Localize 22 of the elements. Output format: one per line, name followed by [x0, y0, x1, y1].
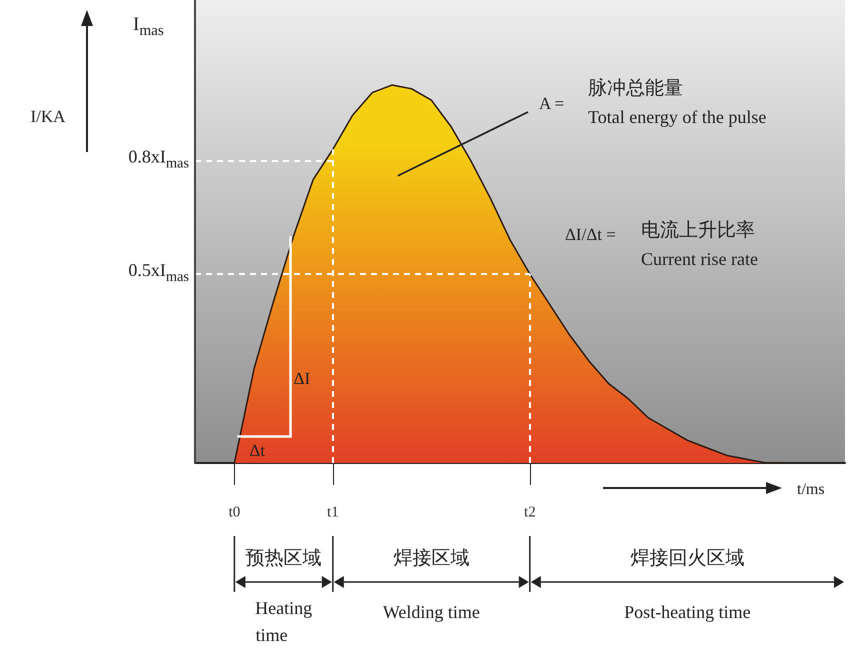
ref-line-label: 0.8xI$_{mas}$ — [128, 146, 190, 172]
annotation: 脉冲总能量 — [588, 77, 683, 99]
x-tick-label: t1 — [327, 504, 339, 520]
annotation: 电流上升比率 — [641, 219, 755, 241]
text: I/KA — [30, 107, 66, 126]
text: 焊接区域 — [393, 548, 470, 569]
text: Post-heating time — [624, 602, 751, 622]
text: Welding time — [382, 602, 480, 622]
annotation: Current rise rate — [641, 249, 758, 269]
text: I$_{mas}$ — [133, 14, 164, 40]
x-tick-label: t2 — [524, 504, 536, 520]
ref-line-label: 0.5xI$_{mas}$ — [128, 260, 190, 285]
text: 预热区域 — [246, 548, 322, 569]
x-tick-label: t0 — [228, 504, 240, 520]
text: 焊接回火区域 — [630, 548, 744, 569]
annotation: ΔI/Δt = — [565, 225, 616, 244]
x-axis-title: t/ms — [797, 481, 825, 498]
annotation: ΔI — [294, 369, 310, 388]
annotation: Total energy of the pulse — [588, 107, 766, 127]
annotation: A = — [539, 94, 564, 113]
annotation: Δt — [249, 441, 266, 460]
text: Heating time — [255, 598, 312, 645]
